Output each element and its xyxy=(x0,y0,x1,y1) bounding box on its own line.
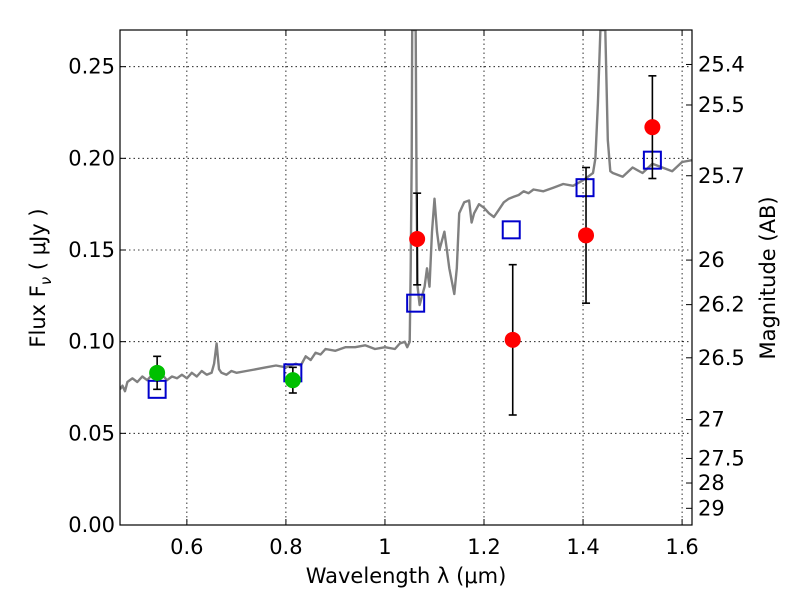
data-layer xyxy=(120,30,692,416)
model-square-point xyxy=(406,293,426,313)
model-square-point xyxy=(575,178,595,198)
y-tick-label: 0.05 xyxy=(68,421,115,445)
x-tick-label: 1.6 xyxy=(665,535,698,559)
spectrum-line xyxy=(120,30,692,393)
y-tick-label: 0.20 xyxy=(68,146,115,170)
photometry-point xyxy=(409,231,426,247)
y-tick-label: 0.00 xyxy=(68,513,115,537)
right-tick-label: 26.2 xyxy=(698,293,745,317)
right-axis-label: Magnitude (AB) xyxy=(756,196,780,359)
plot-frame xyxy=(119,29,693,526)
photometry-point xyxy=(504,331,521,348)
x-tick-label: 1 xyxy=(378,535,391,559)
y-tick-label: 0.25 xyxy=(68,55,115,79)
x-tick-label: 1.2 xyxy=(467,535,500,559)
photometry-point xyxy=(284,372,301,389)
y-tick-label: 0.15 xyxy=(68,238,115,262)
right-tick-label: 29 xyxy=(698,496,725,520)
photometry-point xyxy=(644,119,661,136)
model-square-point xyxy=(501,220,521,240)
right-tick-label: 25.7 xyxy=(698,164,745,188)
y-axis-label-main: Flux F xyxy=(26,285,50,347)
y-axis-label-unit: ( μJy ) xyxy=(26,208,50,276)
right-tick-label: 25.4 xyxy=(698,52,745,76)
photometry-point xyxy=(578,227,595,244)
right-tick-label: 26 xyxy=(698,248,725,272)
right-tick-label: 27.5 xyxy=(698,446,745,470)
right-tick-label: 27 xyxy=(698,408,725,432)
x-axis-label: Wavelength λ (μm) xyxy=(306,564,507,588)
x-tick-label: 0.6 xyxy=(170,535,203,559)
ticks: 0.6 0.8 1 1.2 1.4 1.6 0.00 0.05 0.10 0.15 0.20 0.25… xyxy=(68,30,745,559)
y-tick-label: 0.10 xyxy=(68,330,115,354)
right-tick-label: 28 xyxy=(698,471,725,495)
x-tick-label: 0.8 xyxy=(269,535,302,559)
grid xyxy=(120,30,692,526)
y-axis-label-subscript: ν xyxy=(37,277,55,285)
right-tick-label: 26.5 xyxy=(698,346,745,370)
y-axis-label: Flux Fν ( μJy ) xyxy=(26,208,55,347)
x-tick-label: 1.4 xyxy=(566,535,599,559)
photometry-point xyxy=(149,364,166,381)
right-tick-label: 25.5 xyxy=(698,93,745,117)
